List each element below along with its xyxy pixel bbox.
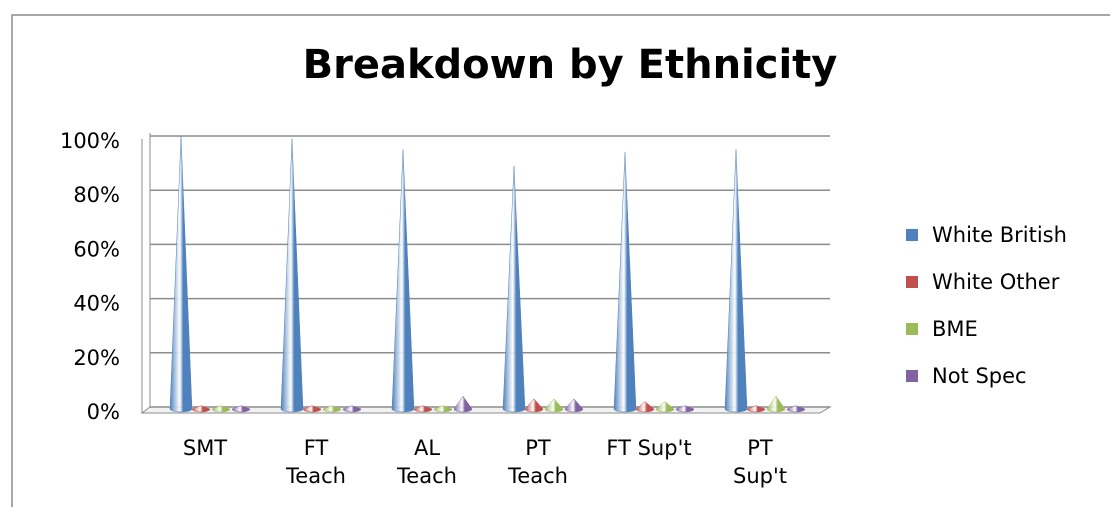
legend-swatch [906, 229, 918, 241]
cone [302, 405, 322, 413]
legend-label: White British [932, 223, 1067, 247]
y-tick-label: 80% [73, 183, 120, 207]
cone [413, 405, 433, 413]
y-tick-label: 100% [60, 129, 120, 153]
x-tick-label: PT Teach [508, 436, 568, 488]
cone [766, 395, 786, 413]
cone [675, 405, 695, 413]
cone [433, 405, 453, 413]
legend-swatch [906, 323, 918, 335]
legend-label: BME [932, 317, 978, 341]
y-tick-label: 40% [73, 292, 120, 316]
legend-label: Not Spec [932, 364, 1027, 388]
x-tick-label: FT Teach [286, 436, 346, 488]
cone [342, 405, 362, 413]
y-tick-label: 0% [87, 400, 120, 424]
cone [191, 405, 211, 413]
legend-swatch [906, 276, 918, 288]
cone [786, 405, 806, 413]
cone [524, 398, 544, 413]
chart-title: Breakdown by Ethnicity [303, 42, 838, 88]
cone [544, 398, 564, 413]
frame [11, 14, 1110, 507]
legend-swatch [906, 370, 918, 382]
cone [322, 405, 342, 413]
plot-wall [150, 133, 830, 407]
x-tick-label: PT Sup't [733, 436, 787, 488]
cone [453, 395, 473, 413]
x-tick-label: AL Teach [397, 436, 457, 488]
y-tick-label: 60% [73, 237, 120, 261]
legend-label: White Other [932, 270, 1060, 294]
cone [564, 398, 584, 413]
x-tick-label: FT Sup't [606, 436, 692, 460]
cone [211, 405, 231, 413]
cone [231, 405, 251, 413]
cone [655, 401, 675, 413]
x-tick-label: SMT [182, 436, 228, 460]
cone [635, 401, 655, 413]
cone [746, 405, 766, 413]
y-tick-label: 20% [73, 346, 120, 370]
